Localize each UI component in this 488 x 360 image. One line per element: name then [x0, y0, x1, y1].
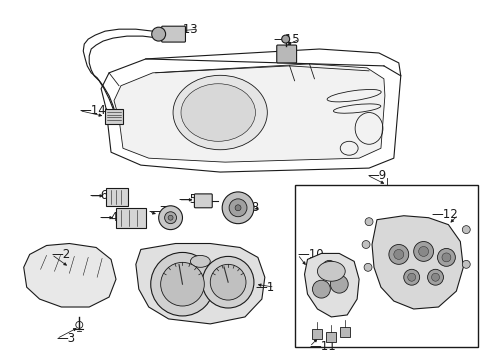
Circle shape: [461, 260, 469, 268]
FancyBboxPatch shape: [106, 188, 128, 206]
FancyBboxPatch shape: [116, 208, 145, 228]
Text: —10: —10: [297, 248, 324, 261]
Text: —12: —12: [431, 208, 457, 221]
Circle shape: [365, 218, 372, 226]
Circle shape: [441, 253, 450, 262]
FancyBboxPatch shape: [162, 26, 185, 42]
Circle shape: [222, 192, 253, 224]
Circle shape: [164, 212, 176, 224]
Circle shape: [364, 264, 371, 271]
Polygon shape: [304, 253, 358, 317]
Text: —1: —1: [255, 281, 274, 294]
FancyBboxPatch shape: [194, 194, 212, 208]
Polygon shape: [136, 243, 264, 324]
Circle shape: [461, 226, 469, 234]
Ellipse shape: [317, 261, 345, 281]
Polygon shape: [371, 216, 462, 309]
Ellipse shape: [190, 255, 210, 267]
Text: —15: —15: [272, 33, 299, 46]
Circle shape: [235, 205, 241, 211]
Circle shape: [229, 199, 246, 217]
Polygon shape: [24, 243, 116, 307]
Circle shape: [388, 244, 408, 264]
Text: —2: —2: [51, 248, 71, 261]
Text: —3: —3: [56, 332, 76, 345]
Circle shape: [427, 269, 443, 285]
Circle shape: [281, 35, 289, 43]
Circle shape: [413, 242, 433, 261]
Circle shape: [151, 27, 165, 41]
Text: —6: —6: [89, 189, 108, 202]
Ellipse shape: [173, 75, 267, 150]
Circle shape: [431, 273, 439, 281]
Circle shape: [161, 262, 204, 306]
Text: —14: —14: [79, 104, 106, 117]
Text: —8: —8: [240, 201, 259, 214]
Bar: [340, 327, 349, 337]
Polygon shape: [114, 64, 384, 162]
Circle shape: [330, 275, 347, 293]
Circle shape: [393, 249, 403, 260]
Circle shape: [361, 240, 369, 248]
Circle shape: [437, 248, 454, 266]
Circle shape: [418, 247, 427, 256]
Bar: [325, 332, 336, 342]
Circle shape: [168, 215, 173, 220]
Bar: [312, 329, 322, 339]
FancyBboxPatch shape: [105, 109, 122, 125]
Bar: [294, 185, 477, 347]
Text: —4: —4: [99, 211, 118, 224]
Circle shape: [403, 269, 419, 285]
Circle shape: [202, 256, 253, 308]
Text: —5: —5: [178, 193, 197, 206]
FancyBboxPatch shape: [276, 45, 296, 63]
Text: —7: —7: [148, 205, 168, 218]
Circle shape: [312, 280, 330, 298]
Circle shape: [158, 206, 182, 230]
Circle shape: [150, 252, 214, 316]
Circle shape: [322, 260, 336, 274]
Circle shape: [210, 264, 245, 300]
Text: —11: —11: [309, 340, 336, 353]
Text: —13: —13: [171, 23, 198, 36]
Ellipse shape: [181, 84, 255, 141]
Circle shape: [407, 273, 415, 281]
Text: —9: —9: [366, 168, 386, 181]
